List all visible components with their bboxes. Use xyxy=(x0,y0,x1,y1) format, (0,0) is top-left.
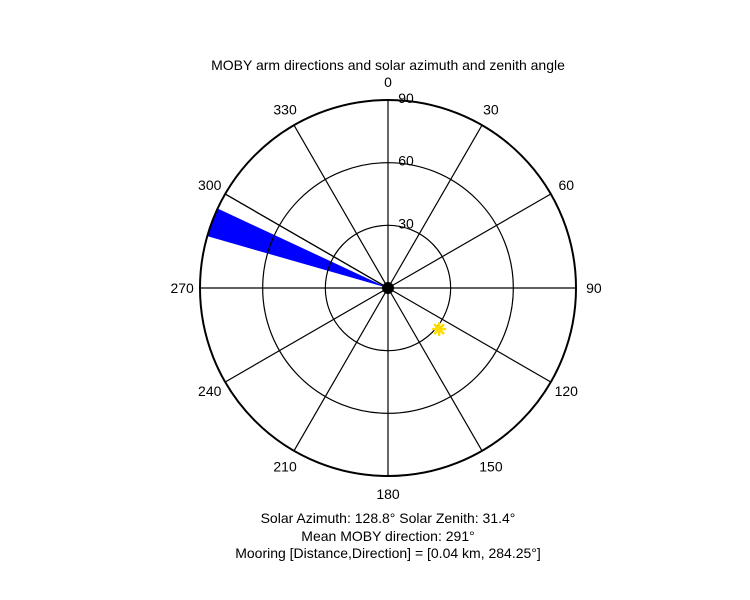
theta-tick-0: 0 xyxy=(384,74,392,90)
theta-tick-240: 240 xyxy=(198,383,222,399)
theta-tick-30: 30 xyxy=(483,102,499,118)
theta-tick-300: 300 xyxy=(198,177,222,193)
radial-tick-60: 60 xyxy=(398,153,414,169)
theta-tick-60: 60 xyxy=(558,177,574,193)
spoke-120 xyxy=(387,287,552,383)
theta-tick-180: 180 xyxy=(376,486,400,502)
spoke-210 xyxy=(293,287,389,452)
mooring-info-label: Mooring [Distance,Direction] = [0.04 km,… xyxy=(235,545,541,561)
moby-direction-label: Mean MOBY direction: 291° xyxy=(301,528,475,544)
theta-tick-150: 150 xyxy=(479,458,503,474)
theta-tick-90: 90 xyxy=(586,280,602,296)
spoke-30 xyxy=(387,124,483,289)
theta-tick-120: 120 xyxy=(555,383,579,399)
chart-title: MOBY arm directions and solar azimuth an… xyxy=(211,57,565,73)
spoke-60 xyxy=(387,193,552,289)
solar-info-label: Solar Azimuth: 128.8° Solar Zenith: 31.4… xyxy=(260,510,516,526)
radial-tick-30: 30 xyxy=(398,215,414,231)
theta-tick-330: 330 xyxy=(273,102,297,118)
theta-tick-210: 210 xyxy=(273,458,297,474)
spoke-330 xyxy=(293,124,389,289)
theta-tick-270: 270 xyxy=(170,280,194,296)
mooring-direction-line xyxy=(224,193,389,289)
spoke-150 xyxy=(387,287,483,452)
moby-arm-wedge xyxy=(207,208,388,288)
sun-marker xyxy=(431,321,447,337)
center-point xyxy=(382,282,394,294)
radial-tick-90: 90 xyxy=(398,90,414,106)
sun-marker-core xyxy=(435,325,443,333)
spoke-240 xyxy=(224,287,389,383)
